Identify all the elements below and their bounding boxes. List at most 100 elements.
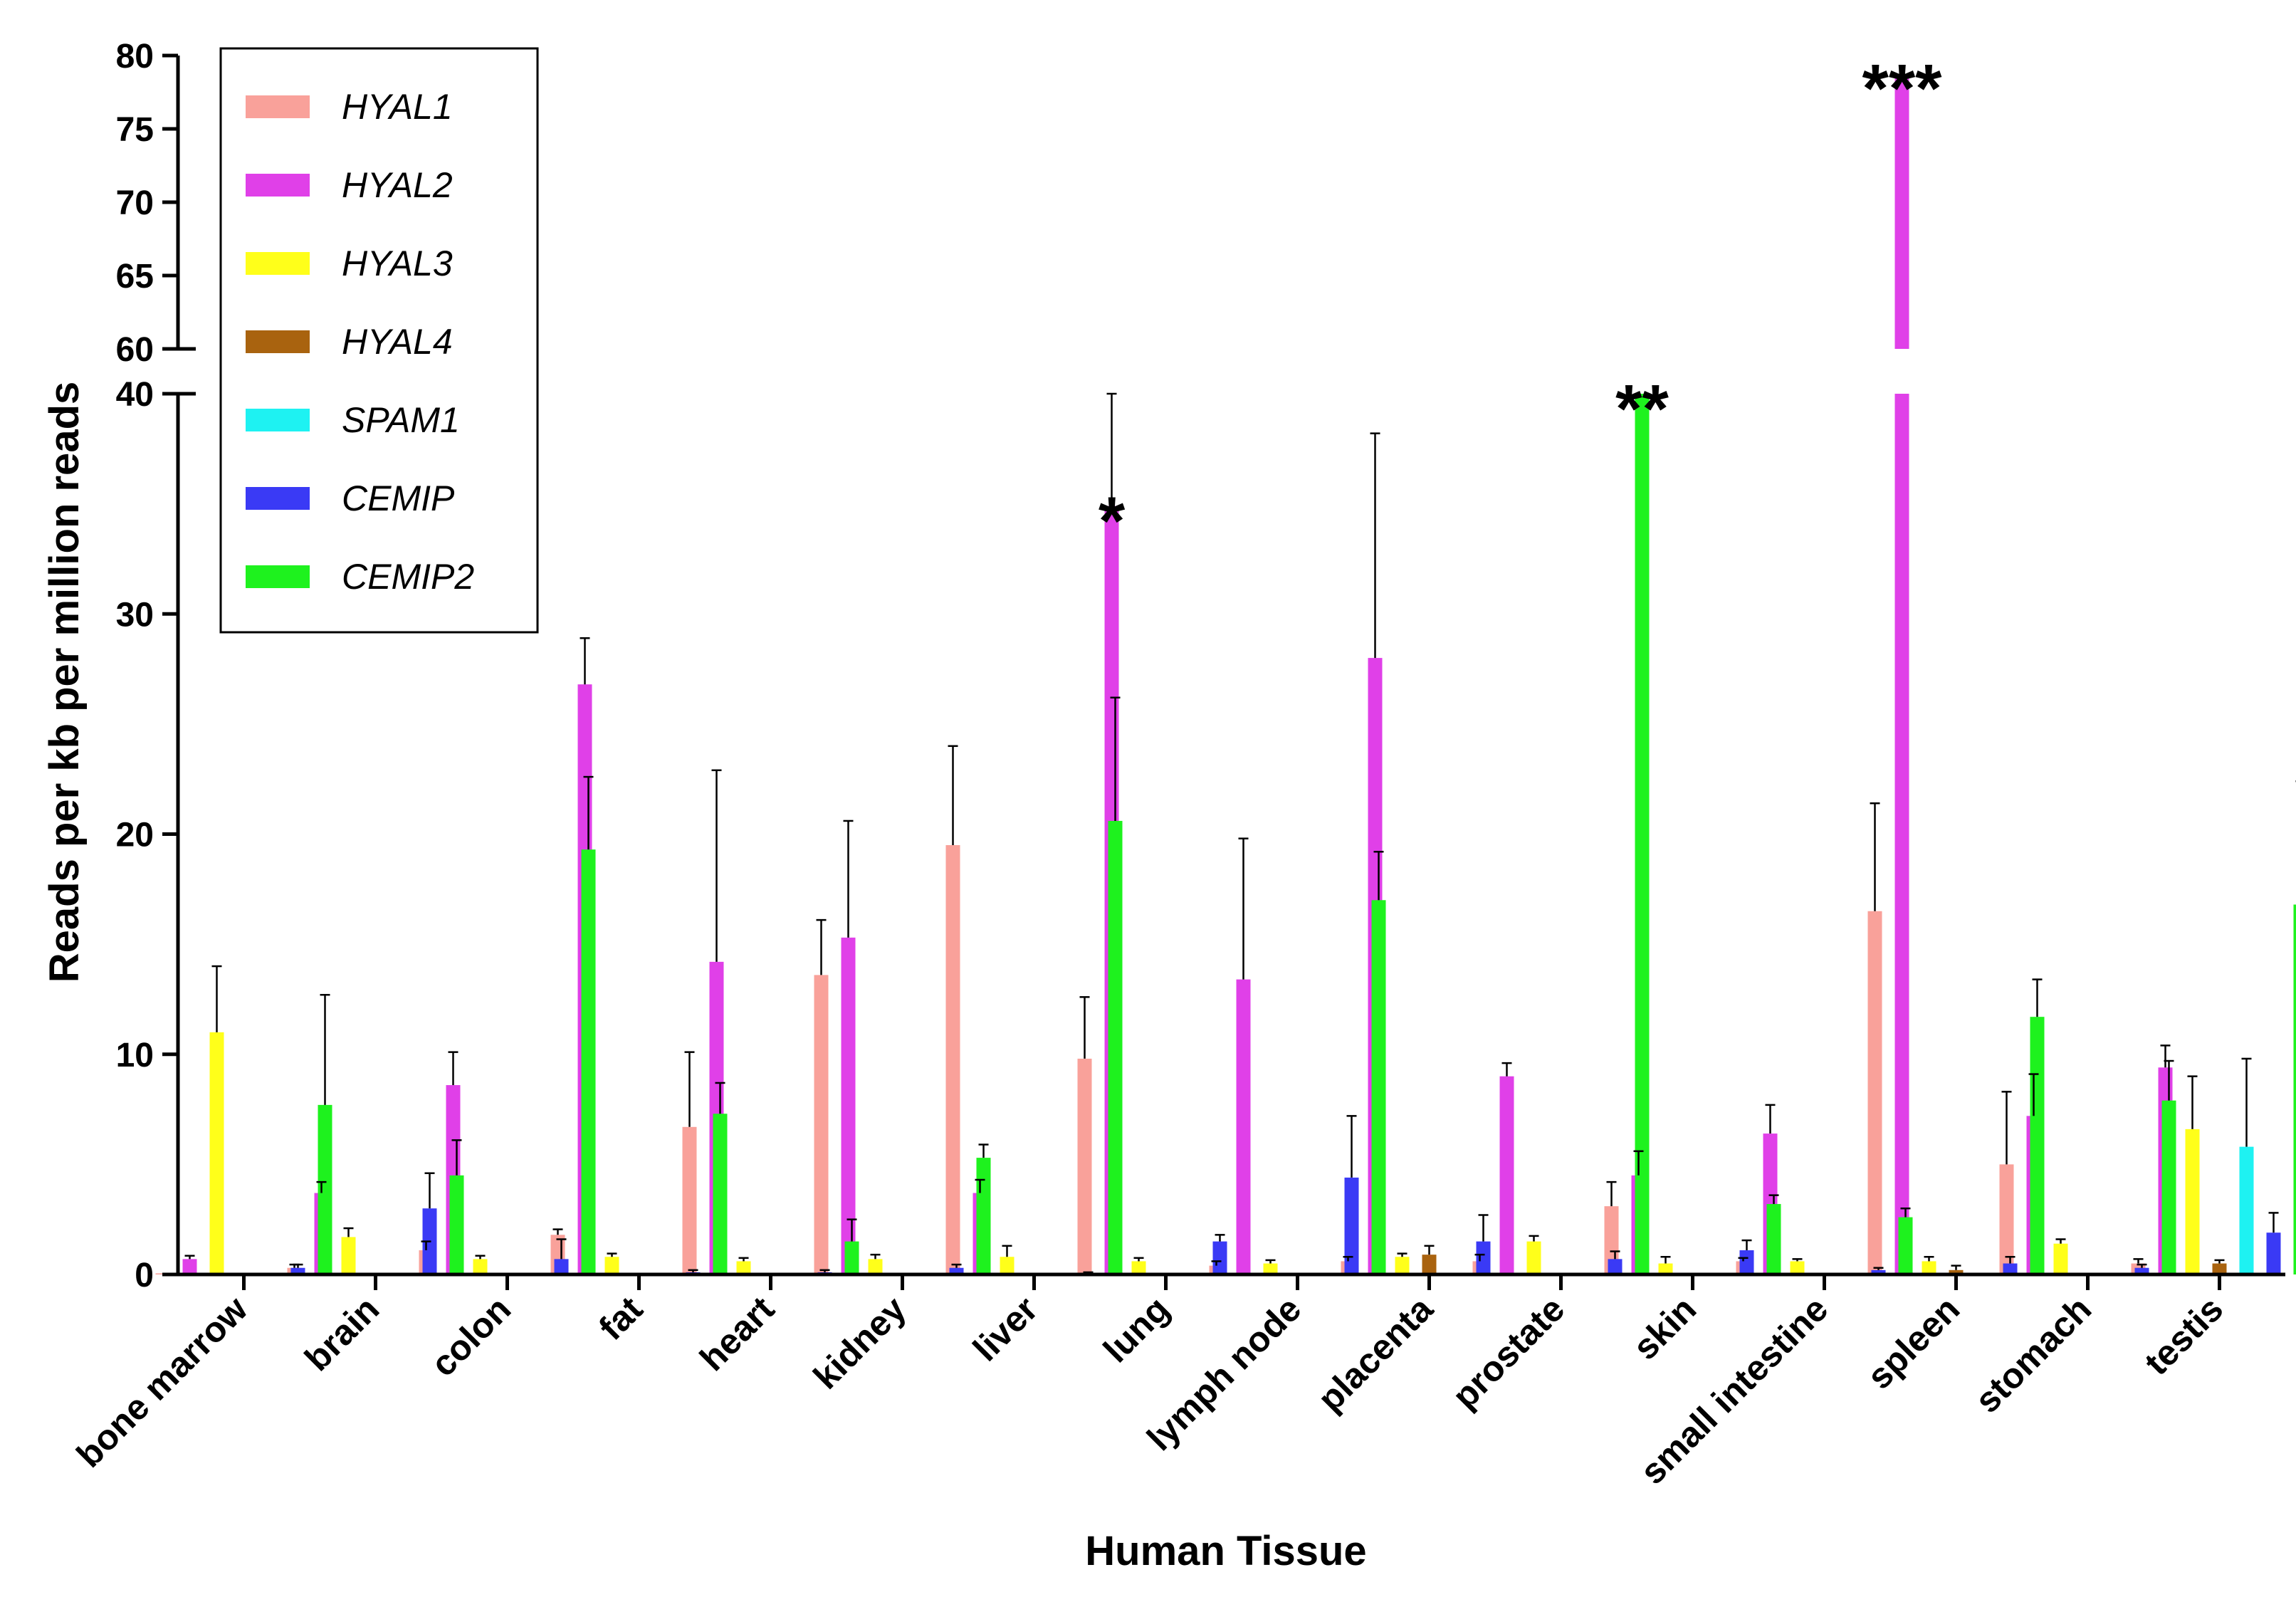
bar-cemip2-brain xyxy=(449,1175,464,1274)
bar-cemip-placenta xyxy=(1476,1241,1491,1274)
x-tick-label-heart: heart xyxy=(692,1289,782,1378)
x-axis-title: Human Tissue xyxy=(1085,1528,1366,1574)
bar-cemip2-fat xyxy=(713,1114,728,1274)
category-labels-layer: bone marrow brain colon fat heart kidney liver… xyxy=(69,1288,2231,1492)
bar-cemip-lymph-node xyxy=(1344,1177,1359,1274)
bar-cemip-skin xyxy=(1739,1250,1754,1274)
bar-hyal3-placenta xyxy=(1395,1257,1410,1274)
bar-hyal3-fat xyxy=(604,1257,619,1274)
bar-hyal2-bone-marrow xyxy=(182,1259,197,1274)
bar-hyal3-bone-marrow xyxy=(209,1032,224,1274)
x-tick-label-testis: testis xyxy=(2137,1289,2231,1383)
legend-label-hyal4: HYAL4 xyxy=(342,322,453,362)
bars-layer xyxy=(155,77,2296,1274)
bar-hyal1-liver xyxy=(945,844,960,1274)
y-tick-label-70: 70 xyxy=(116,184,154,222)
legend-label-spam1: SPAM1 xyxy=(342,400,460,440)
bar-hyal3-prostate xyxy=(1526,1241,1541,1274)
error-bars-layer xyxy=(184,392,2296,1274)
bar-hyal4-testis xyxy=(2212,1263,2227,1274)
bar-cemip-small-intestine xyxy=(1871,1269,1886,1274)
legend-label-hyal1: HYAL1 xyxy=(342,87,453,127)
bar-cemip2-prostate xyxy=(1635,394,1650,1274)
y-tick-label-65: 65 xyxy=(116,258,154,295)
bar-cemip2-small-intestine xyxy=(1898,1217,1913,1274)
x-tick-label-lung: lung xyxy=(1096,1289,1177,1370)
bar-cemip2-liver xyxy=(1108,820,1123,1274)
bar-cemip2-spleen xyxy=(2030,1017,2045,1274)
annotations-layer: ****** xyxy=(1099,51,1942,560)
bar-cemip-stomach xyxy=(2134,1267,2149,1274)
y-tick-label-40: 40 xyxy=(116,376,154,414)
bar-spam1-testis xyxy=(2239,1146,2254,1274)
bar-hyal3-heart xyxy=(736,1261,751,1274)
legend-label-cemip: CEMIP xyxy=(342,478,455,518)
x-tick-label-liver: liver xyxy=(965,1289,1045,1368)
legend-items: HYAL1 HYAL2 HYAL3 HYAL4 SPAM1 CEMIP CEMIP2 xyxy=(246,87,474,597)
bar-cemip2-lymph-node xyxy=(1371,900,1386,1274)
legend-label-hyal3: HYAL3 xyxy=(342,244,453,283)
bar-hyal1-lung xyxy=(1077,1058,1092,1274)
significance-spleen: *** xyxy=(1862,51,1942,127)
x-tick-label-fat: fat xyxy=(591,1289,650,1348)
bar-hyal3-small-intestine xyxy=(1790,1261,1805,1274)
x-tick-label-colon: colon xyxy=(423,1289,518,1384)
bar-hyal3-stomach xyxy=(2053,1243,2068,1274)
bar-hyal3-skin xyxy=(1658,1263,1673,1274)
bar-hyal1-stomach xyxy=(1999,1164,2014,1274)
y-tick-label-80: 80 xyxy=(116,38,154,75)
bar-hyal2-spleen-upper xyxy=(1894,77,1909,350)
bar-hyal3-liver xyxy=(1000,1257,1015,1274)
axes-layer xyxy=(162,53,2285,1290)
bar-hyal3-lymph-node xyxy=(1263,1263,1278,1274)
x-tick-label-bone-marrow: bone marrow xyxy=(69,1289,256,1475)
x-tick-label-prostate: prostate xyxy=(1445,1289,1572,1416)
bar-hyal3-lung xyxy=(1131,1261,1146,1274)
legend-swatch-hyal3 xyxy=(246,252,310,275)
x-tick-label-placenta: placenta xyxy=(1310,1288,1441,1419)
bar-hyal1-kidney xyxy=(814,975,829,1274)
legend-swatch-hyal1 xyxy=(246,95,310,118)
bar-hyal2-spleen xyxy=(1894,394,1909,1274)
legend-swatch-hyal4 xyxy=(246,330,310,353)
bar-cemip2-bone-marrow xyxy=(318,1104,332,1274)
bar-hyal4-placenta xyxy=(1422,1255,1437,1274)
bar-cemip2-kidney xyxy=(976,1158,991,1274)
y-tick-label-10: 10 xyxy=(116,1037,154,1074)
y-tick-label-75: 75 xyxy=(116,111,154,149)
bar-cemip-spleen xyxy=(2003,1263,2018,1274)
bar-cemip-kidney xyxy=(949,1267,964,1274)
x-tick-label-skin: skin xyxy=(1625,1289,1704,1367)
x-tick-label-brain: brain xyxy=(297,1289,387,1378)
bar-hyal3-colon xyxy=(473,1259,488,1274)
y-tick-label-20: 20 xyxy=(116,817,154,854)
bar-hyal1-spleen xyxy=(1867,911,1882,1274)
y-tick-label-60: 60 xyxy=(116,331,154,369)
bar-hyal2-kidney xyxy=(841,937,856,1274)
bar-cemip-colon xyxy=(554,1259,569,1274)
bar-cemip2-skin xyxy=(1766,1204,1781,1274)
bar-hyal3-spleen xyxy=(1922,1261,1936,1274)
bar-cemip-lung xyxy=(1212,1241,1227,1274)
bar-cemip2-colon xyxy=(581,849,596,1274)
bar-hyal3-kidney xyxy=(868,1259,883,1274)
bar-cemip2-testis xyxy=(2293,904,2296,1274)
x-tick-label-stomach: stomach xyxy=(1967,1289,2099,1420)
bar-hyal3-brain xyxy=(341,1237,356,1274)
legend-swatch-hyal2 xyxy=(246,174,310,197)
legend-swatch-spam1 xyxy=(246,409,310,431)
bar-hyal3-testis xyxy=(2185,1129,2200,1274)
x-tick-label-kidney: kidney xyxy=(806,1289,914,1397)
legend-swatch-cemip2 xyxy=(246,565,310,588)
bar-cemip2-heart xyxy=(844,1241,859,1274)
bar-cemip-bone-marrow xyxy=(290,1267,305,1274)
legend: HYAL1 HYAL2 HYAL3 HYAL4 SPAM1 CEMIP CEMIP2 xyxy=(219,47,539,634)
y-axis-title: Reads per kb per million reads xyxy=(41,382,88,983)
bar-cemip2-stomach xyxy=(2161,1100,2176,1274)
legend-label-hyal2: HYAL2 xyxy=(342,165,453,205)
significance-lung: * xyxy=(1099,483,1126,560)
significance-prostate: ** xyxy=(1615,371,1669,447)
legend-swatch-cemip xyxy=(246,487,310,510)
x-tick-label-spleen: spleen xyxy=(1860,1289,1968,1397)
